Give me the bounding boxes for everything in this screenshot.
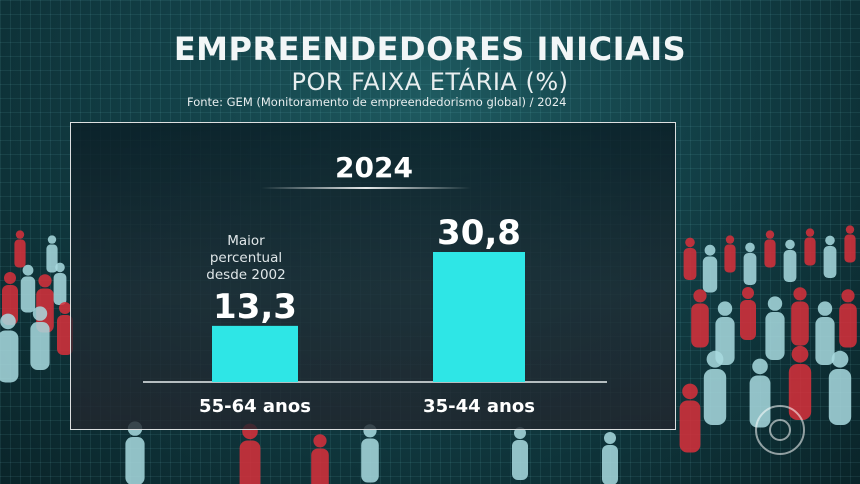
crowd-person	[828, 350, 852, 425]
crowd-person	[764, 230, 776, 268]
crowd-person	[602, 432, 618, 484]
crowd-person	[788, 345, 812, 420]
crowd-person	[30, 306, 50, 370]
chart-title: 2024	[335, 151, 413, 184]
crowd-person	[361, 424, 379, 483]
crowd-person	[740, 287, 756, 340]
crowd-person	[703, 350, 727, 425]
crowd-person	[239, 423, 261, 484]
title-underline	[261, 187, 471, 189]
crowd-person	[839, 289, 857, 348]
bar-chart: 13,3 55-64 anos 30,8 35-44 anos	[143, 213, 607, 417]
crowd-person	[20, 264, 36, 313]
crowd-person	[46, 235, 58, 273]
crowd-person	[815, 301, 835, 365]
crowd-person	[765, 296, 785, 360]
crowd-person	[14, 230, 26, 268]
data-label-1: 13,3	[213, 287, 297, 327]
crowd-person	[702, 244, 718, 293]
chart-panel: 2024 Maior percentual desde 2002 13,3 55-…	[70, 122, 676, 430]
crowd-person	[724, 235, 736, 273]
category-label-1: 55-64 anos	[199, 396, 311, 417]
crowd-person	[791, 287, 809, 346]
crowd-person	[679, 383, 701, 453]
globo-logo-icon	[755, 405, 805, 455]
crowd-person	[311, 434, 329, 484]
page-title: EMPREENDEDORES INICIAIS	[173, 30, 687, 68]
data-label-2: 30,8	[437, 213, 521, 253]
crowd-person	[823, 235, 837, 278]
crowd-person	[804, 228, 816, 266]
chart-annotation: Maior percentual desde 2002	[206, 233, 286, 283]
crowd-person	[683, 237, 697, 280]
crowd-person	[512, 427, 528, 480]
bar-2	[433, 252, 525, 382]
crowd-person	[783, 239, 797, 282]
source-note: Fonte: GEM (Monitoramento de empreendedo…	[187, 95, 567, 109]
crowd-person	[0, 313, 19, 383]
crowd-person	[57, 302, 73, 355]
bar-1	[212, 325, 298, 382]
category-label-2: 35-44 anos	[423, 396, 535, 417]
crowd-person	[691, 289, 709, 348]
page-subtitle: POR FAIXA ETÁRIA (%)	[291, 68, 569, 96]
crowd-person	[743, 242, 757, 285]
crowd-person	[844, 225, 856, 263]
